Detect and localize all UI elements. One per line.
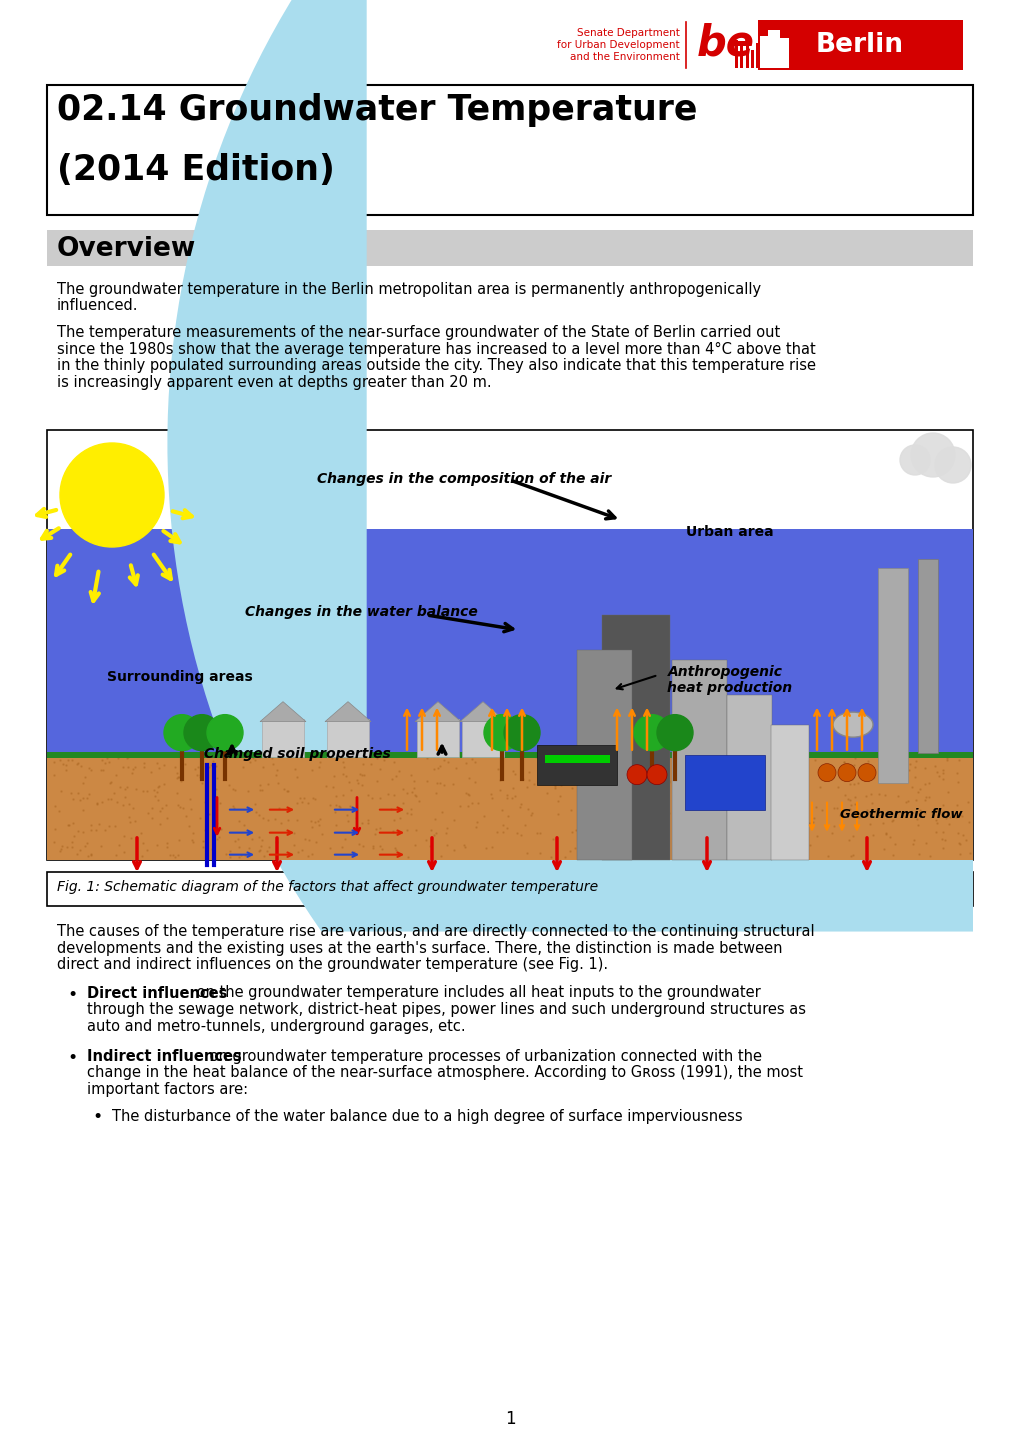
Text: •: • (67, 1048, 77, 1067)
Bar (727, 695, 771, 859)
Text: Indirect influences: Indirect influences (87, 1048, 242, 1064)
Text: Urban area: Urban area (685, 525, 772, 539)
Bar (417, 718, 459, 757)
Text: 1: 1 (504, 1410, 515, 1428)
Bar (735, 40, 738, 68)
Circle shape (817, 764, 836, 782)
Bar (763, 43, 773, 68)
Text: is increasingly apparent even at depths greater than 20 m.: is increasingly apparent even at depths … (57, 375, 491, 389)
Polygon shape (460, 702, 505, 721)
Text: in the thinly populated surrounding areas outside the city. They also indicate t: in the thinly populated surrounding area… (57, 358, 815, 373)
Circle shape (656, 715, 692, 751)
Bar (770, 725, 808, 859)
Bar (685, 754, 764, 809)
Bar (577, 650, 632, 859)
Text: through the sewage network, district-heat pipes, power lines and such undergroun: through the sewage network, district-hea… (87, 1002, 805, 1017)
Bar (601, 614, 669, 859)
Bar (672, 660, 727, 859)
Text: •: • (67, 985, 77, 1004)
Text: change in the heat balance of the near-surface atmosphere. According to Gʀoss (1: change in the heat balance of the near-s… (87, 1066, 802, 1080)
Bar (47, 529, 972, 859)
Text: influenced.: influenced. (57, 298, 139, 313)
Text: •: • (92, 1109, 102, 1126)
Bar (47, 231, 972, 265)
Bar (262, 718, 304, 757)
Circle shape (164, 715, 200, 751)
Circle shape (60, 443, 164, 547)
Circle shape (503, 715, 539, 751)
Text: The disturbance of the water balance due to a high degree of surface imperviousn: The disturbance of the water balance due… (112, 1109, 742, 1123)
Bar (739, 46, 742, 68)
Bar (772, 46, 783, 68)
Text: The causes of the temperature rise are various, and are directly connected to th: The causes of the temperature rise are v… (57, 924, 814, 939)
Text: on groundwater temperature processes of urbanization connected with the: on groundwater temperature processes of … (205, 1048, 761, 1064)
Circle shape (183, 715, 220, 751)
Text: Fig. 1: Schematic diagram of the factors that affect groundwater temperature: Fig. 1: Schematic diagram of the factors… (57, 880, 597, 894)
Text: Geothermic flow: Geothermic flow (840, 809, 962, 822)
Bar (327, 718, 369, 757)
Text: on the groundwater temperature includes all heat inputs to the groundwater: on the groundwater temperature includes … (193, 985, 760, 1001)
Circle shape (627, 764, 646, 784)
Circle shape (207, 715, 243, 751)
Bar (47, 85, 972, 215)
Bar (877, 568, 907, 783)
Bar (47, 754, 972, 859)
Polygon shape (260, 702, 306, 721)
Bar (767, 30, 780, 68)
Text: Direct influences: Direct influences (87, 985, 227, 1001)
Bar (776, 37, 789, 68)
Text: direct and indirect influences on the groundwater temperature (see Fig. 1).: direct and indirect influences on the gr… (57, 957, 607, 972)
Bar (536, 744, 616, 784)
Text: be: be (696, 22, 754, 63)
Circle shape (634, 715, 669, 751)
Text: auto and metro-tunnels, underground garages, etc.: auto and metro-tunnels, underground gara… (87, 1018, 465, 1034)
Circle shape (899, 446, 929, 474)
Bar (47, 751, 972, 757)
Text: Changes in the water balance: Changes in the water balance (246, 606, 478, 619)
Circle shape (646, 764, 666, 784)
Bar (462, 718, 503, 757)
Text: for Urban Development: for Urban Development (556, 40, 680, 50)
Bar (544, 754, 609, 763)
Text: important factors are:: important factors are: (87, 1082, 248, 1097)
Bar (781, 48, 789, 68)
Polygon shape (167, 0, 972, 932)
Text: Changed soil properties: Changed soil properties (204, 747, 390, 761)
Text: The groundwater temperature in the Berlin metropolitan area is permanently anthr: The groundwater temperature in the Berli… (57, 283, 760, 297)
Text: (2014 Edition): (2014 Edition) (57, 153, 334, 187)
Circle shape (838, 764, 855, 782)
Bar (47, 430, 972, 859)
Bar (757, 20, 962, 71)
Polygon shape (325, 702, 371, 721)
Circle shape (857, 764, 875, 782)
Text: Anthropogenic
heat production: Anthropogenic heat production (666, 665, 792, 695)
Bar (917, 559, 937, 753)
Text: The temperature measurements of the near-surface groundwater of the State of Ber: The temperature measurements of the near… (57, 324, 780, 340)
Bar (755, 43, 758, 68)
Text: Berlin: Berlin (815, 32, 903, 58)
Text: Surrounding areas: Surrounding areas (107, 671, 253, 684)
Bar (750, 50, 753, 68)
Text: developments and the existing uses at the earth's surface. There, the distinctio: developments and the existing uses at th… (57, 940, 782, 956)
Polygon shape (415, 702, 461, 721)
Text: Changes in the composition of the air: Changes in the composition of the air (316, 472, 610, 486)
Text: 02.14 Groundwater Temperature: 02.14 Groundwater Temperature (57, 92, 697, 127)
Text: since the 1980s show that the average temperature has increased to a level more : since the 1980s show that the average te… (57, 342, 815, 356)
Circle shape (934, 447, 970, 483)
Bar (759, 36, 771, 68)
Circle shape (484, 715, 520, 751)
Bar (47, 872, 972, 906)
Bar (745, 36, 748, 68)
Text: Overview: Overview (57, 236, 196, 262)
Ellipse shape (833, 712, 872, 737)
Text: Senate Department: Senate Department (577, 27, 680, 37)
Circle shape (910, 433, 954, 477)
Text: and the Environment: and the Environment (570, 52, 680, 62)
